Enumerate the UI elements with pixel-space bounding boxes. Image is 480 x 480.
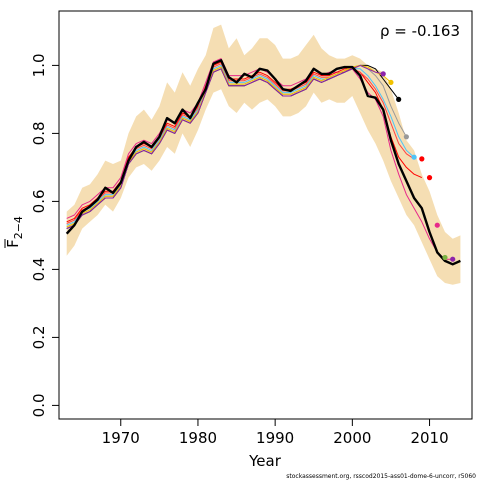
y-tick-label-2: 0.4 xyxy=(30,257,48,281)
y-tick-label-1: 0.2 xyxy=(30,325,48,349)
y-axis-title: F2−4 xyxy=(4,216,25,248)
band-area xyxy=(66,24,461,285)
x-tick-label-2010: 2010 xyxy=(410,429,448,447)
endpoint-dot-8 xyxy=(434,222,440,228)
endpoint-dot-6 xyxy=(419,156,425,162)
confidence-band xyxy=(66,24,461,285)
y-axis-title-sub: 2−4 xyxy=(12,216,25,239)
series-line-9 xyxy=(65,59,461,266)
y-tick-label-0: 0.0 xyxy=(30,393,48,417)
endpoint-dot-1 xyxy=(380,71,386,77)
endpoint-dot-2 xyxy=(388,79,394,85)
endpoint-dots xyxy=(380,71,456,262)
y-axis-title-main: F xyxy=(4,239,22,248)
x-tick-label-1970: 1970 xyxy=(102,429,140,447)
x-tick-label-1990: 1990 xyxy=(256,429,294,447)
x-tick-label-2000: 2000 xyxy=(333,429,371,447)
y-tick-label-5: 1.0 xyxy=(30,53,48,77)
x-axis-title: Year xyxy=(248,452,282,470)
series-line-8 xyxy=(66,64,384,230)
svg-text:F2−4: F2−4 xyxy=(4,216,25,248)
plot-frame xyxy=(58,10,473,420)
y-tick-label-3: 0.6 xyxy=(30,189,48,213)
rho-annotation: ρ = -0.163 xyxy=(380,22,460,40)
y-tick-label-4: 0.8 xyxy=(30,121,48,145)
y-axis: 0.0 0.2 0.4 0.6 0.8 1.0 xyxy=(30,53,59,417)
endpoint-dot-4 xyxy=(403,134,409,140)
endpoint-dot-9 xyxy=(442,254,448,261)
endpoint-dot-7 xyxy=(426,175,433,181)
endpoint-dot-10 xyxy=(450,256,456,262)
x-axis: 1970 1980 1990 2000 2010 xyxy=(102,419,449,447)
retrospective-series xyxy=(65,58,461,266)
series-line-7 xyxy=(66,64,392,228)
endpoint-dot-5 xyxy=(411,154,417,160)
x-tick-label-1980: 1980 xyxy=(179,429,217,447)
endpoint-dot-3 xyxy=(396,96,402,102)
credit-text: stockassessment.org, rsscod2015-ass01-do… xyxy=(286,473,476,480)
